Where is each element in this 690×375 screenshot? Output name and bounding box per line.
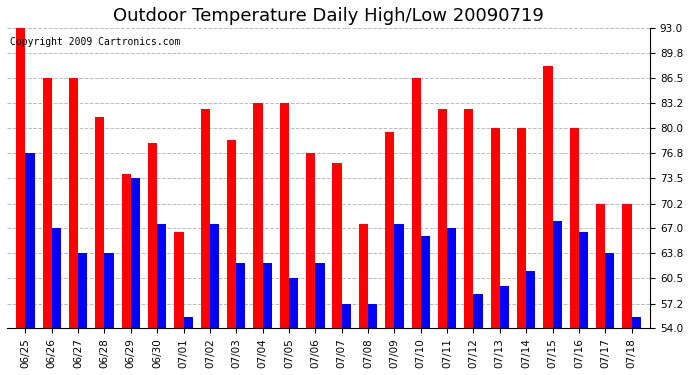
Bar [279,104,289,328]
Bar [605,253,615,328]
Bar [43,78,52,328]
Bar [622,204,631,328]
Bar [491,128,500,328]
Bar [333,163,342,328]
Bar [342,304,351,328]
Bar [464,109,473,328]
Bar [395,224,404,328]
Bar [315,263,324,328]
Bar [227,140,236,328]
Bar [579,232,588,328]
Bar [52,228,61,328]
Bar [368,304,377,328]
Bar [447,228,456,328]
Bar [473,294,483,328]
Bar [631,317,641,328]
Bar [210,224,219,328]
Bar [95,117,104,328]
Bar [78,253,88,328]
Bar [596,204,605,328]
Bar [553,220,562,328]
Bar [201,109,210,328]
Text: Copyright 2009 Cartronics.com: Copyright 2009 Cartronics.com [10,37,181,47]
Bar [385,132,395,328]
Bar [16,28,26,328]
Bar [69,78,78,328]
Bar [184,317,193,328]
Bar [517,128,526,328]
Bar [263,263,272,328]
Bar [121,174,131,328]
Bar [411,78,421,328]
Bar [236,263,246,328]
Bar [175,232,184,328]
Bar [157,224,166,328]
Bar [289,278,298,328]
Bar [253,104,263,328]
Title: Outdoor Temperature Daily High/Low 20090719: Outdoor Temperature Daily High/Low 20090… [113,7,544,25]
Bar [438,109,447,328]
Bar [306,153,315,328]
Bar [359,224,368,328]
Bar [421,236,430,328]
Bar [104,253,114,328]
Bar [543,66,553,328]
Bar [570,128,579,328]
Bar [500,286,509,328]
Bar [148,144,157,328]
Bar [26,153,34,328]
Bar [526,271,535,328]
Bar [131,178,140,328]
